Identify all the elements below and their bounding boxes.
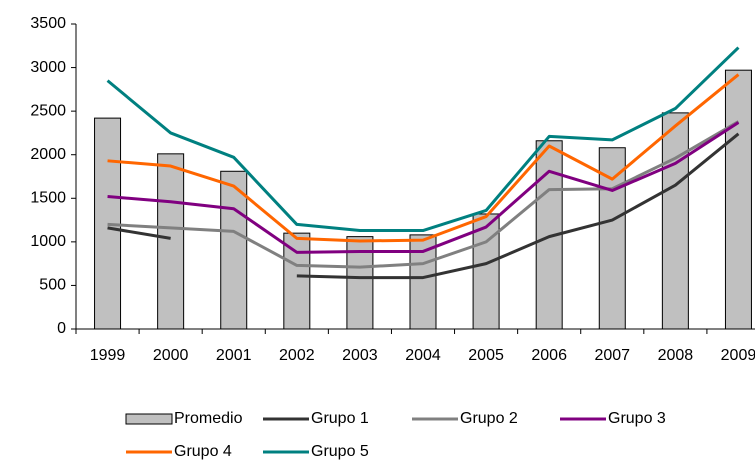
y-tick-label: 1000 [30,233,66,250]
x-tick-label: 2007 [594,347,630,364]
bar [283,232,311,330]
x-tick-label: 2003 [342,347,378,364]
line [106,46,740,233]
x-tick-label: 2009 [721,347,755,364]
bar [157,153,185,330]
x-tick-label: 2006 [531,347,567,364]
legend-swatch [125,413,173,425]
y-tick-label: 500 [39,277,66,294]
y-tick-label: 0 [57,320,66,337]
legend-label: Promedio [174,410,243,427]
legend-label: Grupo 1 [311,410,369,427]
x-tick-label: 2004 [405,347,441,364]
y-tick-label: 1500 [30,190,66,207]
legend-label: Grupo 4 [174,443,232,460]
bar [661,112,689,330]
line [107,132,740,280]
line [107,120,740,269]
legend-label: Grupo 3 [608,410,666,427]
x-tick-label: 2001 [216,347,252,364]
x-tick-label: 2000 [153,347,189,364]
line [107,121,740,254]
y-tick-label: 2500 [30,102,66,119]
y-tick-label: 2000 [30,146,66,163]
legend-label: Grupo 5 [311,443,369,460]
y-tick-label: 3500 [30,15,66,32]
line [107,73,740,243]
bar [724,69,752,330]
legend-label: Grupo 2 [460,410,518,427]
bar [220,170,248,330]
x-tick-label: 2005 [468,347,504,364]
x-tick-label: 2008 [658,347,694,364]
y-tick-label: 3000 [30,59,66,76]
x-tick-label: 1999 [90,347,126,364]
x-tick-label: 2002 [279,347,315,364]
